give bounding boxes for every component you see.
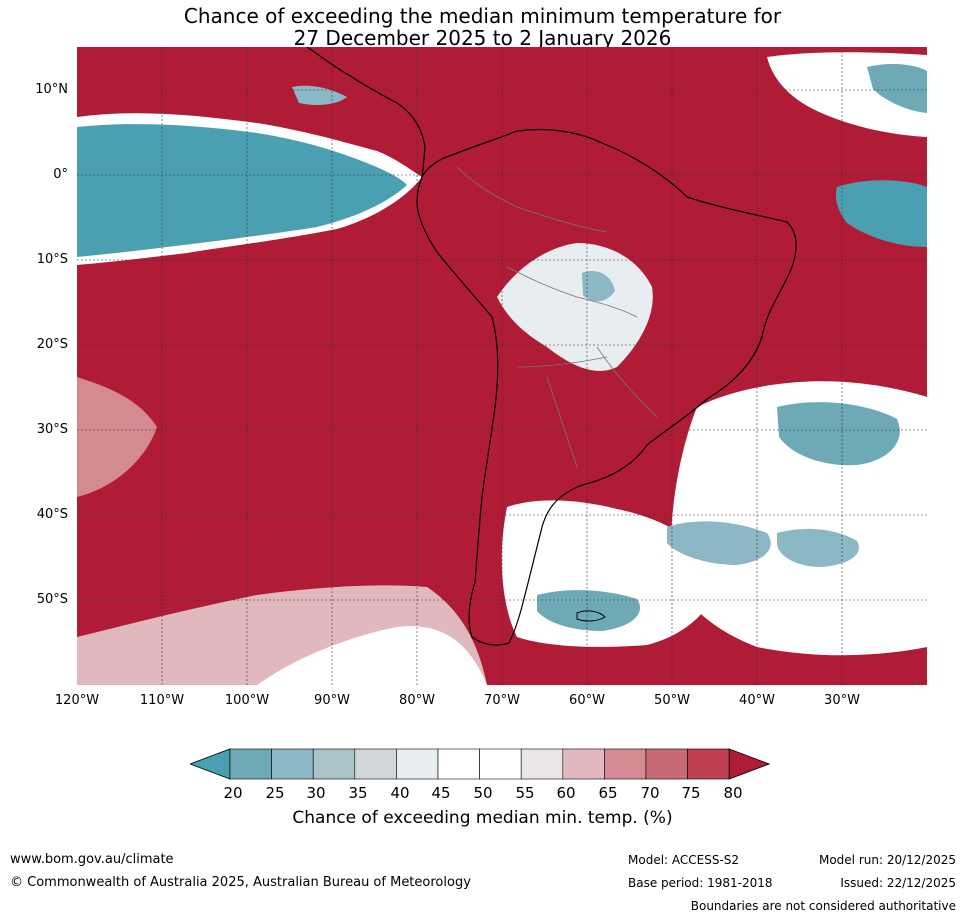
colorbar-tick: 55	[515, 784, 535, 802]
lat-label-0: 0°	[53, 167, 68, 182]
colorbar-segment	[520, 748, 564, 780]
lon-label-60w: 60°W	[569, 693, 605, 708]
copyright-text: © Commonwealth of Australia 2025, Austra…	[10, 875, 471, 890]
equatorial-atlantic-cool-patch	[835, 180, 927, 247]
lat-label-20s: 20°S	[36, 337, 68, 352]
bolivia-pale-region	[497, 243, 653, 371]
colorbar-segment	[229, 748, 272, 780]
lat-label-10s: 10°S	[36, 252, 68, 267]
lon-label-90w: 90°W	[314, 693, 350, 708]
south-atlantic-cool-patch-3	[777, 528, 859, 567]
issued-text: Issued: 22/12/2025	[840, 876, 956, 890]
colorbar-label: Chance of exceeding median min. temp. (%…	[292, 808, 673, 828]
map-canvas	[77, 47, 927, 685]
lon-label-120w: 120°W	[54, 693, 100, 708]
south-atlantic-cool-patch-1	[777, 402, 900, 466]
colorbar-tick: 75	[681, 784, 701, 802]
colorbar-extend-high	[728, 748, 771, 780]
lon-label-30w: 30°W	[824, 693, 860, 708]
probability-map	[77, 47, 927, 685]
title-line-2: 27 December 2025 to 2 January 2026	[293, 26, 672, 50]
colorbar-tick: 60	[556, 784, 576, 802]
colorbar-extend-low	[190, 748, 231, 780]
map-title: Chance of exceeding the median minimum t…	[0, 5, 965, 49]
colorbar-tick: 25	[265, 784, 285, 802]
south-pacific-white-band	[257, 626, 487, 685]
base-period-text: Base period: 1981-2018	[628, 876, 773, 890]
colorbar-tick: 30	[306, 784, 326, 802]
website-link[interactable]: www.bom.gov.au/climate	[10, 852, 174, 867]
lon-label-100w: 100°W	[224, 693, 270, 708]
lat-label-30s: 30°S	[36, 422, 68, 437]
lat-label-10n: 10°N	[35, 82, 68, 97]
colorbar-tick: 80	[723, 784, 743, 802]
colorbar-tick: 40	[390, 784, 410, 802]
colorbar-segment	[479, 748, 522, 780]
colorbar-segment	[604, 748, 647, 780]
west-pacific-pale-patch	[77, 377, 157, 497]
colorbar-tick: 35	[348, 784, 368, 802]
colorbar-segment	[271, 748, 314, 780]
colorbar-tick: 65	[598, 784, 618, 802]
colorbar-segment	[687, 748, 730, 780]
central-america-coastline	[306, 47, 426, 178]
graticule	[77, 47, 927, 685]
colorbar-segment	[312, 748, 356, 780]
lat-label-40s: 40°S	[36, 507, 68, 522]
colorbar-segment	[396, 748, 439, 780]
colorbar-segments	[190, 748, 771, 780]
pacific-cool-tongue	[77, 124, 407, 257]
lon-label-50w: 50°W	[654, 693, 690, 708]
colorbar-segment	[437, 748, 480, 780]
bolivia-cool-patch	[582, 271, 615, 302]
lon-label-80w: 80°W	[399, 693, 435, 708]
colorbar-segment	[562, 748, 605, 780]
colorbar-tick: 70	[640, 784, 660, 802]
colorbar-segment	[354, 748, 397, 780]
lon-label-70w: 70°W	[484, 693, 520, 708]
north-atlantic-cool-patch	[867, 64, 927, 113]
south-atlantic-cool-patch-2	[667, 521, 771, 565]
colorbar-tick: 45	[431, 784, 451, 802]
south-america-coastline	[416, 128, 797, 646]
colorbar-segment	[645, 748, 688, 780]
title-line-1: Chance of exceeding the median minimum t…	[183, 4, 782, 28]
pacific-cool-patch	[292, 85, 347, 105]
colorbar-tick: 20	[223, 784, 243, 802]
colorbar	[190, 748, 771, 780]
boundaries-note: Boundaries are not considered authoritat…	[690, 899, 956, 913]
model-run-text: Model run: 20/12/2025	[818, 853, 956, 867]
model-text: Model: ACCESS-S2	[628, 853, 740, 867]
colorbar-tick: 50	[473, 784, 493, 802]
country-borders	[456, 166, 658, 468]
lon-label-110w: 110°W	[139, 693, 185, 708]
lat-label-50s: 50°S	[36, 592, 68, 607]
falkland-islands	[576, 610, 606, 622]
lon-label-40w: 40°W	[739, 693, 775, 708]
